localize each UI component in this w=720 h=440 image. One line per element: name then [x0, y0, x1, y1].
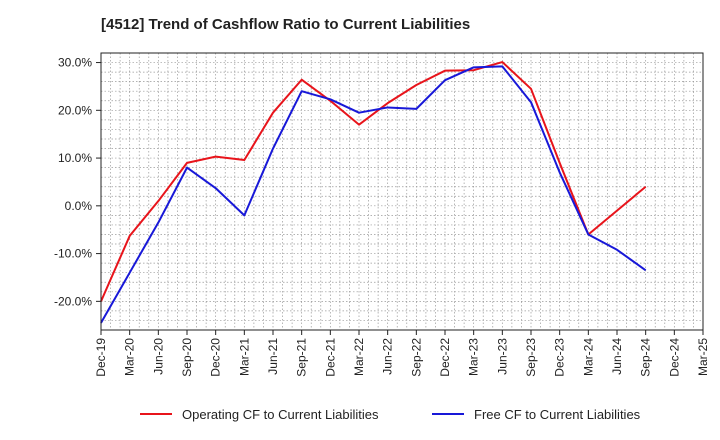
x-tick-label: Jun-20: [151, 338, 165, 375]
plot-area: [101, 53, 703, 330]
x-tick-label: Sep-20: [180, 338, 194, 377]
legend-label-1: Operating CF to Current Liabilities: [182, 407, 379, 422]
series-line-2: [100, 65, 647, 324]
x-tick-label: Jun-22: [381, 338, 395, 375]
x-tick-label: Mar-21: [237, 338, 251, 376]
y-tick-label: -10.0%: [54, 247, 92, 261]
x-tick-label: Mar-20: [123, 338, 137, 376]
y-tick-label: 20.0%: [58, 103, 92, 117]
x-tick-label: Mar-25: [696, 338, 710, 376]
series-lines: [100, 61, 647, 324]
legend-label-2: Free CF to Current Liabilities: [474, 407, 641, 422]
x-tick-label: Jun-23: [495, 338, 509, 375]
x-tick-label: Sep-23: [524, 338, 538, 377]
y-tick-label: 30.0%: [58, 56, 92, 70]
y-tick-label: 0.0%: [65, 199, 93, 213]
x-tick-label: Mar-24: [581, 338, 595, 376]
x-tick-label: Mar-22: [352, 338, 366, 376]
x-tick-label: Jun-24: [610, 338, 624, 375]
x-tick-label: Sep-21: [295, 338, 309, 377]
legend: Operating CF to Current Liabilities Free …: [140, 407, 641, 422]
y-axis-ticks: 30.0% 20.0% 10.0% 0.0% -10.0% -20.0%: [54, 56, 101, 308]
x-axis-ticks: Dec-19 Mar-20 Jun-20 Sep-20 Dec-20 Mar-21 Jun-…: [94, 330, 710, 377]
x-tick-label: Dec-19: [94, 338, 108, 377]
chart-title: [4512] Trend of Cashflow Ratio to Curren…: [101, 16, 470, 33]
x-tick-label: Dec-23: [553, 338, 567, 377]
x-tick-label: Mar-23: [467, 338, 481, 376]
x-tick-label: Dec-24: [667, 338, 681, 377]
x-tick-label: Dec-22: [438, 338, 452, 377]
x-tick-label: Dec-21: [323, 338, 337, 377]
y-tick-label: 10.0%: [58, 151, 92, 165]
y-tick-label: -20.0%: [54, 294, 92, 308]
x-tick-label: Dec-20: [209, 338, 223, 377]
x-tick-label: Jun-21: [266, 338, 280, 375]
grid: [101, 53, 703, 330]
plot-frame: [100, 52, 704, 331]
x-tick-label: Sep-24: [639, 338, 653, 377]
x-tick-label: Sep-22: [409, 338, 423, 377]
series-line-1: [100, 61, 647, 302]
